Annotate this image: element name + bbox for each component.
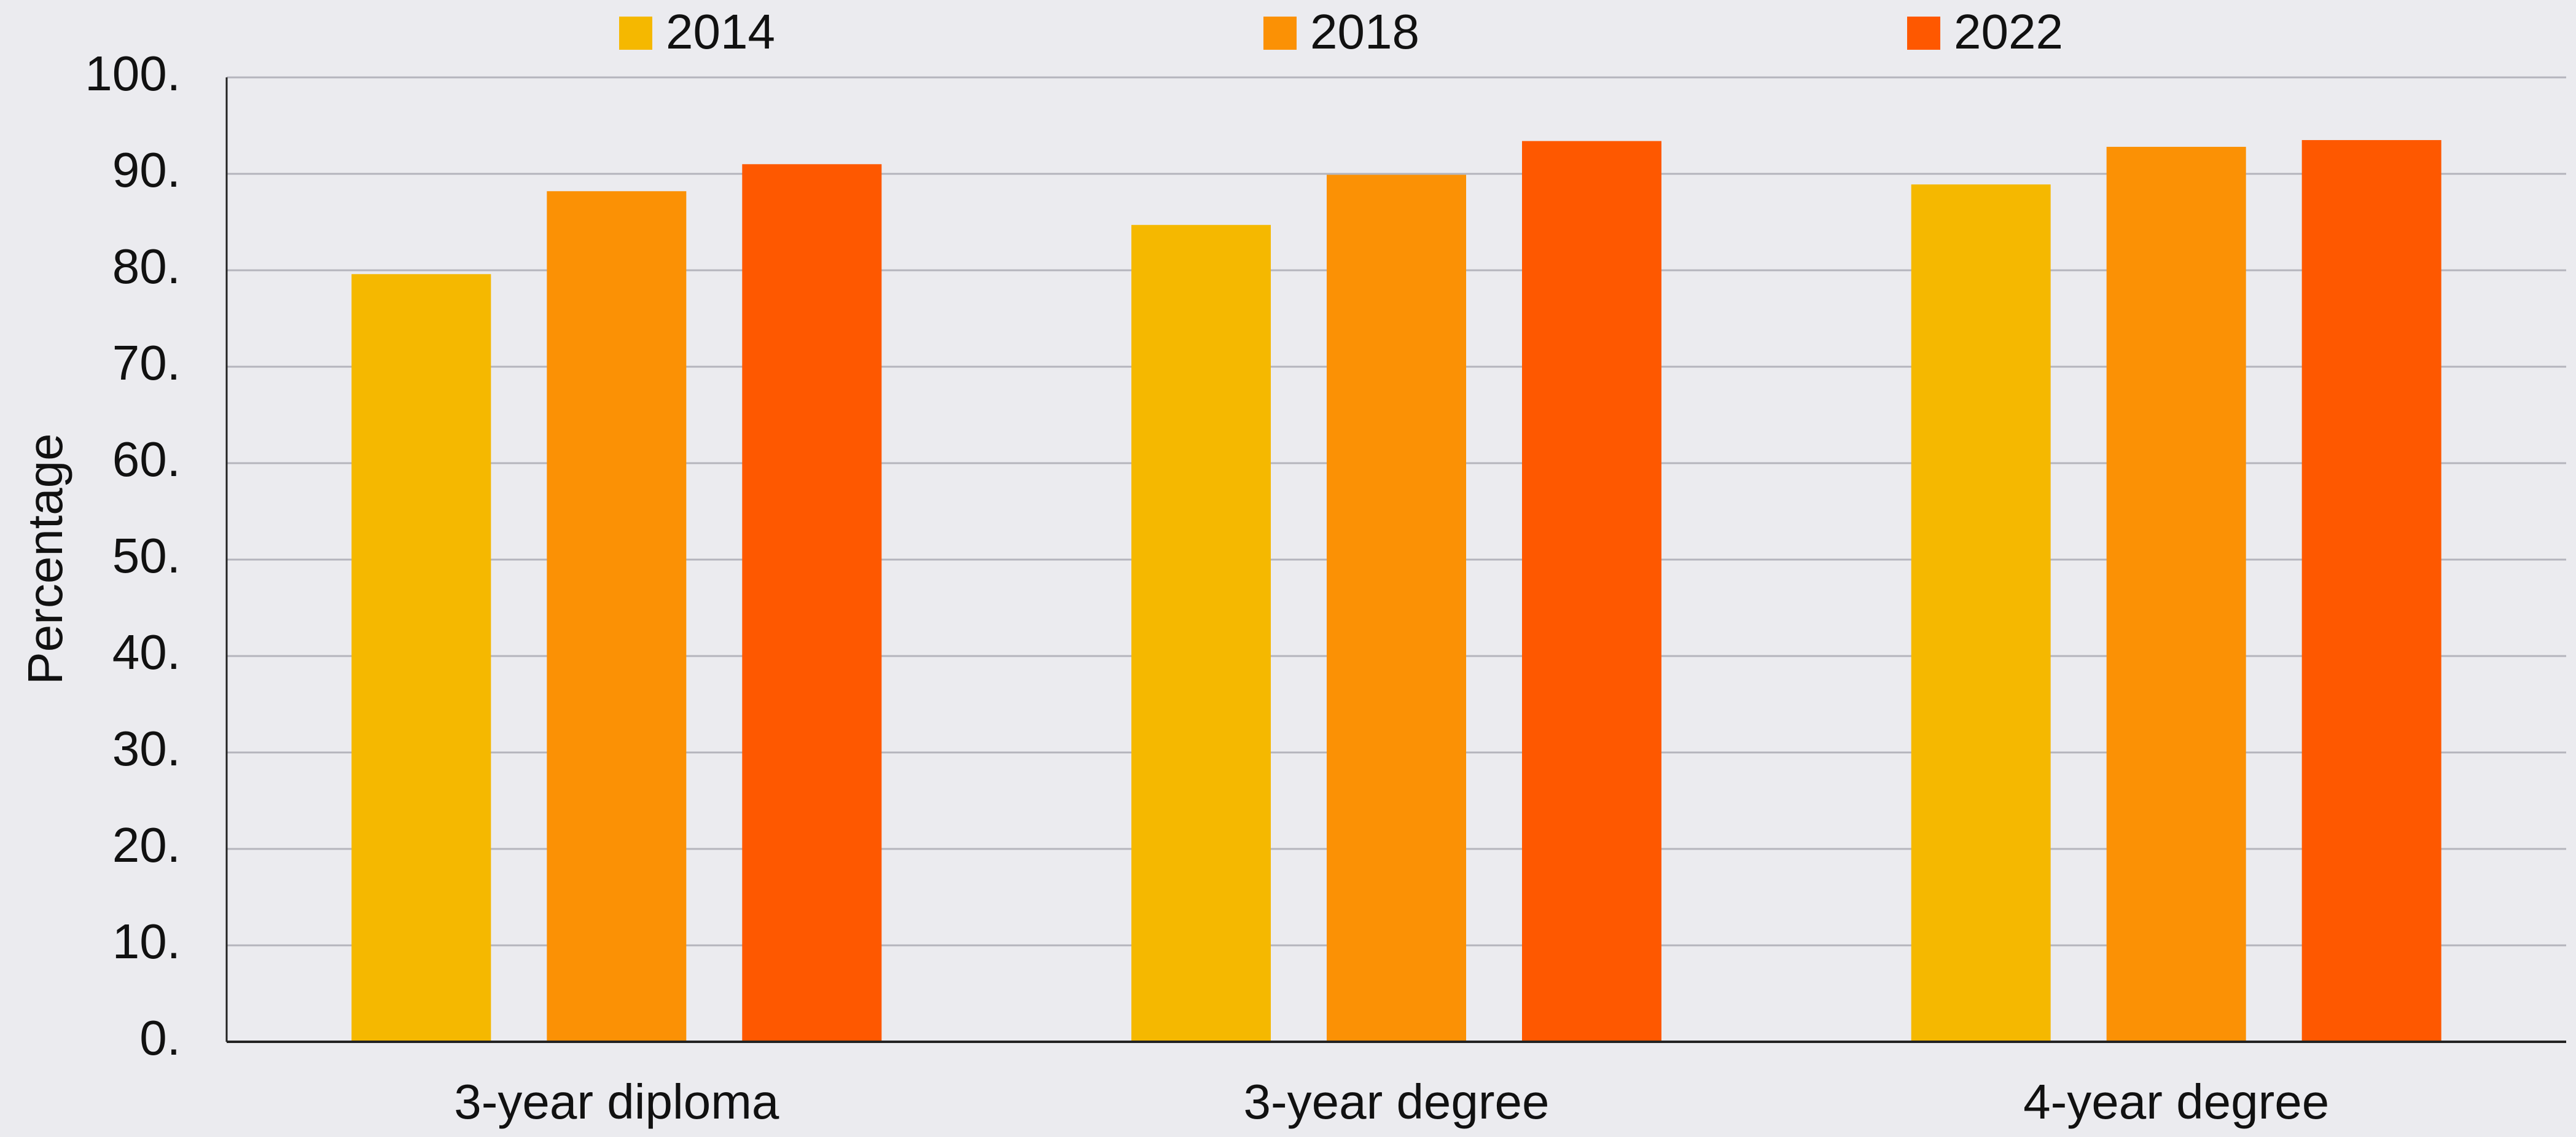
y-tick-label: 20. <box>112 818 181 872</box>
x-tick-label: 3-year degree <box>1243 1074 1549 1129</box>
y-tick-label: 60. <box>112 432 181 486</box>
y-tick-label: 40. <box>112 625 181 679</box>
y-axis-label: Percentage <box>18 433 72 684</box>
y-tick-label: 90. <box>112 143 181 197</box>
y-tick-label: 0. <box>139 1010 181 1065</box>
bar <box>742 164 881 1042</box>
legend-swatch <box>619 17 652 50</box>
bar <box>547 191 686 1042</box>
y-tick-label: 50. <box>112 528 181 583</box>
x-tick-label: 4-year degree <box>2023 1074 2329 1129</box>
bar <box>1327 175 1466 1042</box>
bar <box>1522 141 1661 1042</box>
legend-swatch <box>1907 17 1940 50</box>
x-tick-label: 3-year diploma <box>454 1074 779 1129</box>
y-tick-label: 10. <box>112 914 181 969</box>
bar <box>351 274 491 1042</box>
y-tick-label: 30. <box>112 721 181 776</box>
legend-swatch <box>1263 17 1297 50</box>
y-tick-label: 70. <box>112 335 181 390</box>
bar <box>2302 140 2441 1042</box>
bar <box>1911 184 2051 1042</box>
legend-label: 2014 <box>666 4 775 59</box>
legend-label: 2022 <box>1954 4 2063 59</box>
bar <box>1131 225 1271 1042</box>
chart: Percentage 0. 10. 20. 30. 40. 50. 60. 70. 80. 90.… <box>0 0 2576 1137</box>
legend-label: 2018 <box>1310 4 1419 59</box>
bar <box>2107 147 2246 1042</box>
y-tick-label: 100. <box>85 46 181 101</box>
y-tick-label: 80. <box>112 239 181 294</box>
